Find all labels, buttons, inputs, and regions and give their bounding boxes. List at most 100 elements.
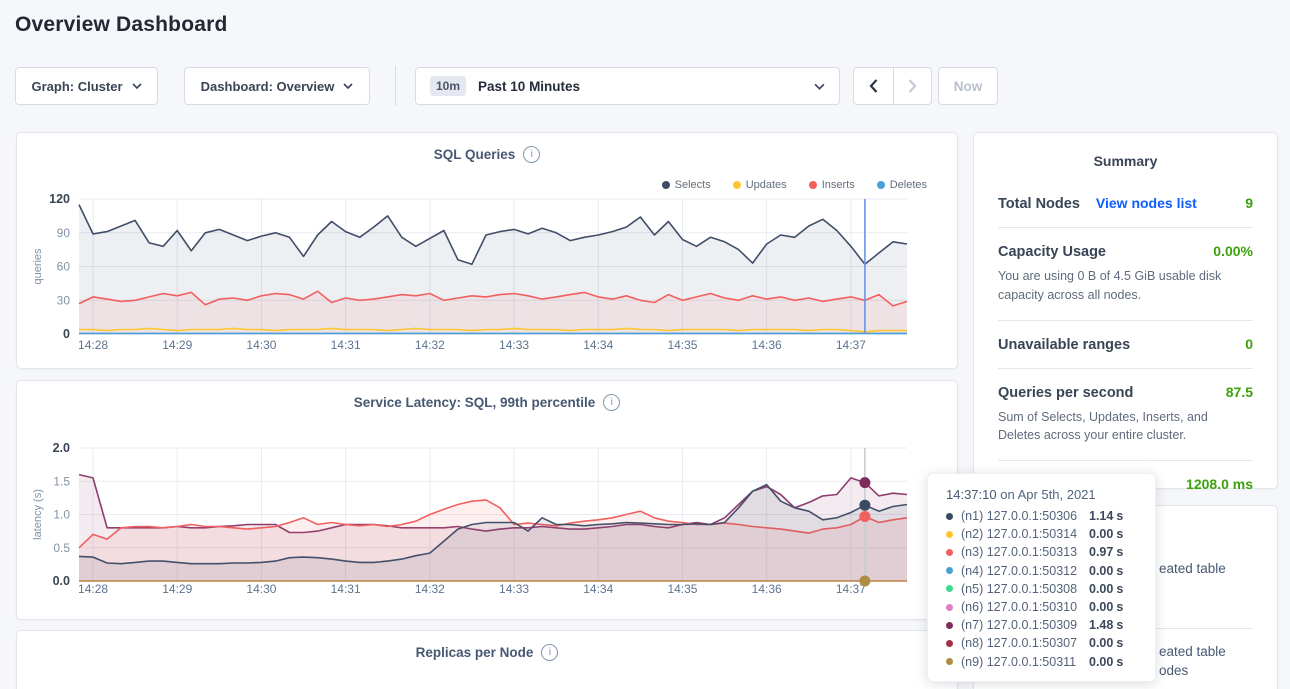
svg-text:14:36: 14:36 <box>752 338 782 352</box>
service-latency-title: Service Latency: SQL, 99th percentile <box>353 395 596 410</box>
legend-dot-icon <box>661 181 670 189</box>
node-color-dot-icon <box>946 548 953 556</box>
tooltip-node-row: (n3) 127.0.0.1:50313 0.97 s <box>946 543 1139 561</box>
svg-text:14:37: 14:37 <box>836 338 866 352</box>
legend-dot-icon <box>808 181 817 189</box>
toolbar-divider <box>395 66 396 106</box>
sql-queries-panel: SQL Queries i Selects Updates Inserts Delet… <box>16 132 958 369</box>
node-color-dot-icon <box>946 639 953 647</box>
page-title: Overview Dashboard <box>15 13 228 36</box>
svg-text:120: 120 <box>49 192 70 206</box>
svg-text:30: 30 <box>57 293 71 307</box>
divider <box>998 227 1253 228</box>
unavailable-ranges-value: 0 <box>1245 335 1253 352</box>
capacity-usage-desc: You are using 0 B of 4.5 GiB usable disk… <box>998 269 1222 302</box>
svg-text:14:31: 14:31 <box>331 582 361 596</box>
replicas-per-node-title: Replicas per Node <box>415 645 534 660</box>
service-latency-chart[interactable]: 14:28 14:29 14:30 14:31 14:32 14:33 14:34 14:35… <box>17 381 959 621</box>
info-icon[interactable]: i <box>523 146 541 163</box>
svg-text:14:30: 14:30 <box>246 582 276 596</box>
svg-text:14:35: 14:35 <box>667 582 697 596</box>
node-color-dot-icon <box>946 530 953 538</box>
svg-text:latency (s): latency (s) <box>32 489 44 540</box>
svg-text:queries: queries <box>32 248 44 285</box>
tooltip-node-row: (n8) 127.0.0.1:50307 0.00 s <box>946 634 1139 652</box>
svg-text:14:36: 14:36 <box>752 582 782 596</box>
svg-text:1.5: 1.5 <box>53 474 70 488</box>
node-color-dot-icon <box>946 585 953 593</box>
svg-text:14:35: 14:35 <box>667 338 697 352</box>
svg-text:14:28: 14:28 <box>78 338 108 352</box>
svg-text:14:32: 14:32 <box>415 582 445 596</box>
info-icon[interactable]: i <box>603 394 621 411</box>
replicas-per-node-panel: Replicas per Node i <box>16 630 958 689</box>
svg-text:14:34: 14:34 <box>583 582 613 596</box>
tooltip-node-row: (n6) 127.0.0.1:50310 0.00 s <box>946 598 1139 616</box>
event-item-fragment: eated table <box>1159 644 1226 659</box>
summary-panel: Summary Total Nodes View nodes list 9 Ca… <box>973 132 1278 493</box>
capacity-usage-value: 0.00% <box>1213 243 1253 259</box>
event-item-fragment: odes <box>1159 663 1189 678</box>
now-button[interactable]: Now <box>938 67 998 105</box>
divider <box>998 460 1253 461</box>
graph-scope-dropdown[interactable]: Graph: Cluster <box>15 67 158 105</box>
tooltip-node-row: (n7) 127.0.0.1:50309 1.48 s <box>946 616 1139 634</box>
unavailable-ranges-label: Unavailable ranges <box>998 336 1131 353</box>
capacity-usage-label: Capacity Usage <box>998 244 1106 260</box>
p99-latency-value: 1208.0 ms <box>1186 476 1253 492</box>
sql-queries-legend: Selects Updates Inserts Deletes <box>661 179 927 191</box>
chevron-left-icon <box>869 79 878 93</box>
svg-text:0: 0 <box>63 327 70 341</box>
tooltip-node-row: (n4) 127.0.0.1:50312 0.00 s <box>946 562 1139 580</box>
svg-text:14:28: 14:28 <box>78 582 108 596</box>
total-nodes-value: 9 <box>1245 195 1253 211</box>
info-icon[interactable]: i <box>541 644 559 661</box>
sql-queries-title: SQL Queries <box>433 147 516 162</box>
time-range-pager <box>853 67 932 105</box>
svg-text:14:34: 14:34 <box>583 338 613 352</box>
tooltip-node-row: (n5) 127.0.0.1:50308 0.00 s <box>946 580 1139 598</box>
svg-text:14:29: 14:29 <box>162 582 192 596</box>
sql-queries-chart[interactable]: 14:28 14:29 14:30 14:31 14:32 14:33 14:34 14:35… <box>17 133 959 370</box>
svg-text:14:33: 14:33 <box>499 582 529 596</box>
svg-text:2.0: 2.0 <box>53 441 70 455</box>
svg-text:90: 90 <box>57 226 71 240</box>
tooltip-node-row: (n1) 127.0.0.1:50306 1.14 s <box>946 507 1139 525</box>
svg-text:14:37: 14:37 <box>836 582 866 596</box>
svg-text:1.0: 1.0 <box>53 508 70 522</box>
event-item-fragment: eated table <box>1159 561 1226 576</box>
service-latency-panel: Service Latency: SQL, 99th percentile i … <box>16 380 958 620</box>
legend-item-deletes: Deletes <box>876 179 927 191</box>
legend-dot-icon <box>732 181 741 189</box>
time-range-dropdown[interactable]: 10m Past 10 Minutes <box>415 67 840 105</box>
tooltip-node-rows: (n1) 127.0.0.1:50306 1.14 s (n2) 127.0.0.1:… <box>946 507 1139 671</box>
time-forward-button[interactable] <box>892 68 932 104</box>
svg-text:14:32: 14:32 <box>415 338 445 352</box>
tooltip-node-row: (n9) 127.0.0.1:50311 0.00 s <box>946 653 1139 671</box>
view-nodes-list-link[interactable]: View nodes list <box>1095 195 1197 211</box>
queries-per-second-label: Queries per second <box>998 384 1134 401</box>
legend-item-updates: Updates <box>732 179 787 191</box>
graph-scope-label: Graph: Cluster <box>31 78 123 94</box>
svg-text:14:30: 14:30 <box>246 338 276 352</box>
legend-dot-icon <box>876 181 885 189</box>
svg-text:14:29: 14:29 <box>162 338 192 352</box>
time-back-button[interactable] <box>854 68 893 104</box>
tooltip-node-row: (n2) 127.0.0.1:50314 0.00 s <box>946 525 1139 543</box>
time-range-badge: 10m <box>430 76 467 96</box>
chevron-down-icon <box>343 83 353 89</box>
chevron-down-icon <box>814 83 825 90</box>
node-color-dot-icon <box>946 603 953 611</box>
svg-text:14:31: 14:31 <box>331 338 361 352</box>
tooltip-timestamp: 14:37:10 on Apr 5th, 2021 <box>946 487 1096 502</box>
time-range-label: Past 10 Minutes <box>478 78 581 94</box>
dashboard-dropdown[interactable]: Dashboard: Overview <box>184 67 370 105</box>
dashboard-label: Dashboard: Overview <box>200 78 335 94</box>
svg-text:60: 60 <box>57 260 71 274</box>
node-color-dot-icon <box>946 512 953 520</box>
node-color-dot-icon <box>946 621 953 629</box>
chevron-down-icon <box>131 83 142 89</box>
divider <box>998 367 1253 369</box>
divider <box>998 319 1253 321</box>
